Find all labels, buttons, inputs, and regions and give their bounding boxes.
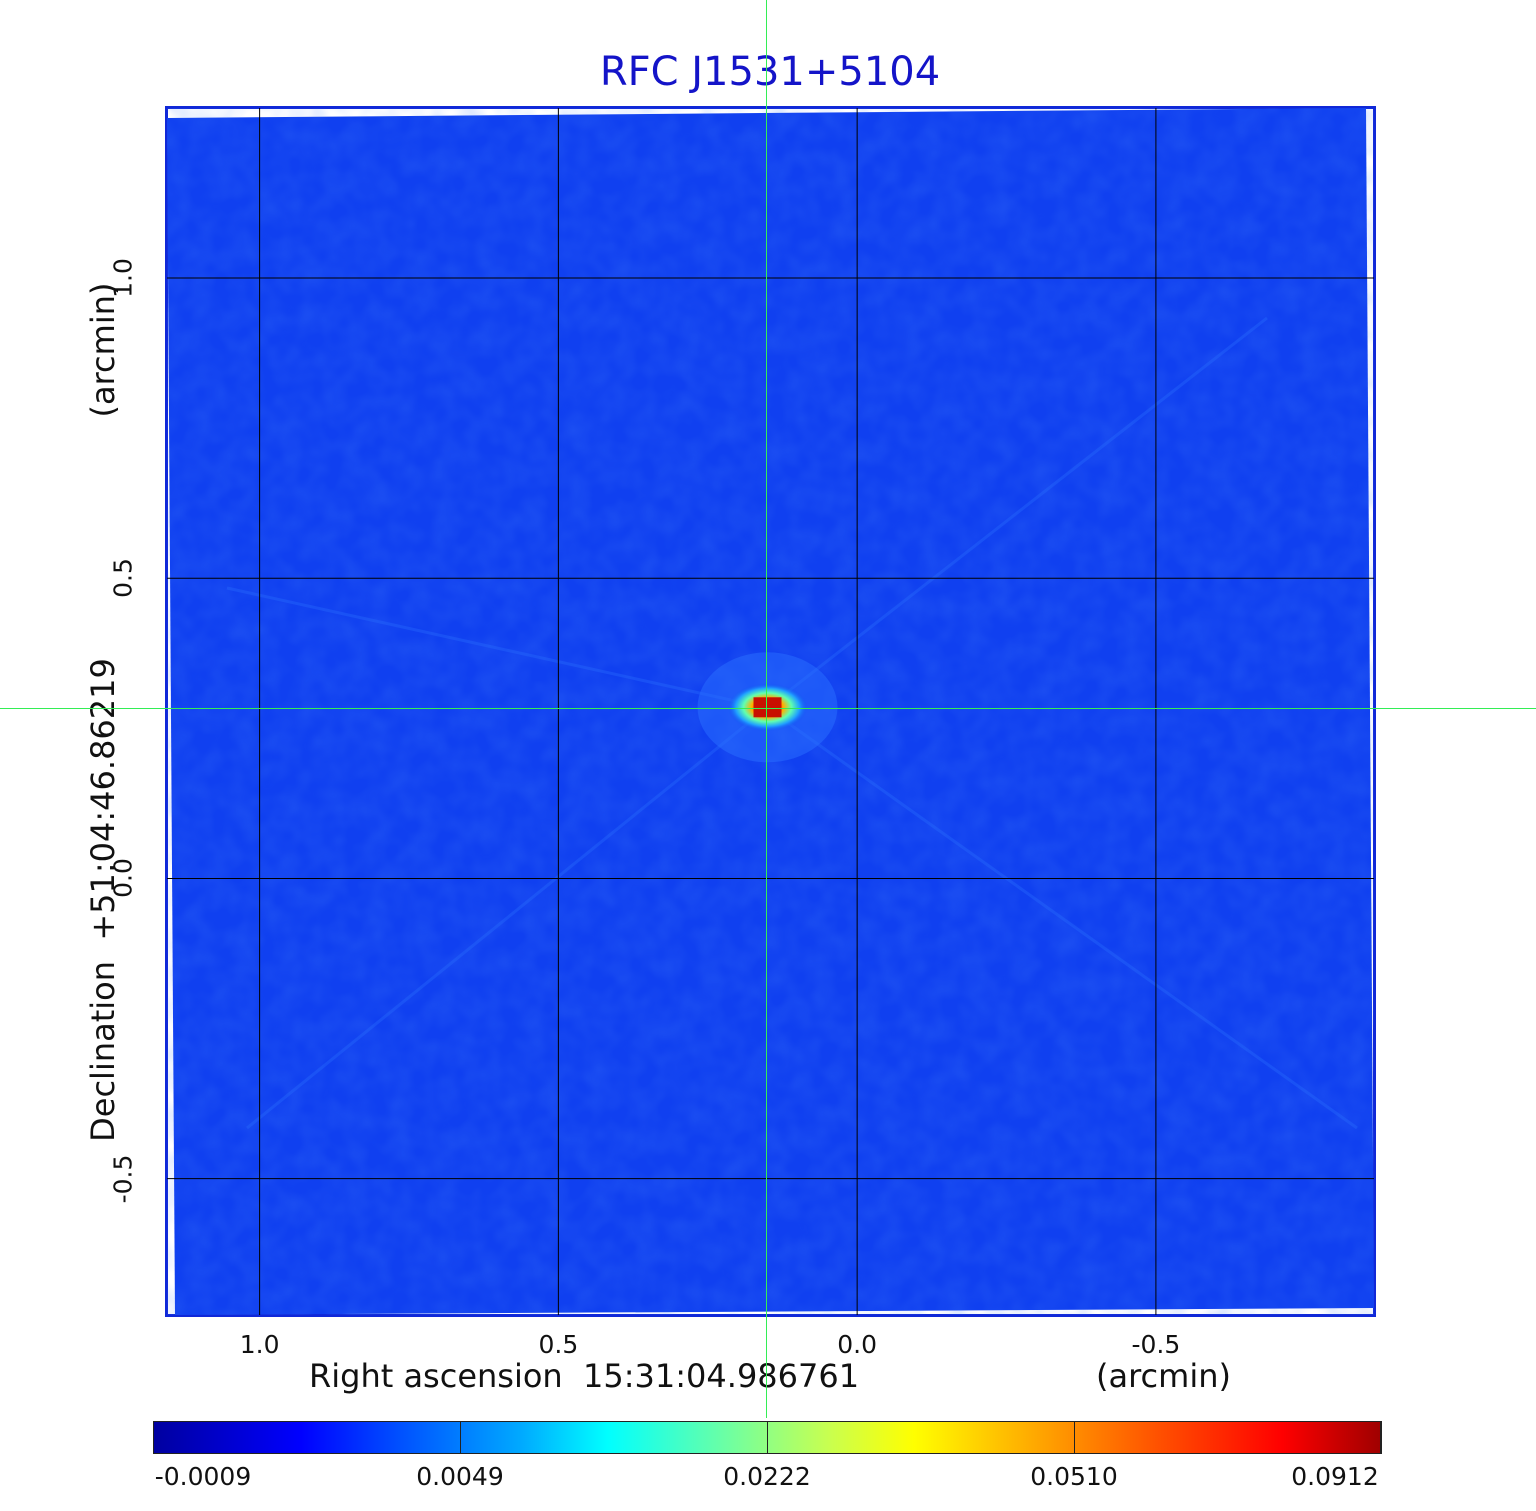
coordinate-grid	[167, 108, 1374, 1315]
colorbar-tick-label: 0.0049	[416, 1462, 504, 1491]
colorbar-tick	[1074, 1421, 1075, 1454]
y-axis-label: Declination +51:04:46.86219	[84, 658, 122, 1142]
y-tick-label: 0.5	[108, 558, 138, 599]
radio-map-image[interactable]	[167, 108, 1374, 1315]
sidelobe-streaks	[226, 316, 1358, 1130]
x-tick-label: -0.5	[1131, 1330, 1181, 1359]
x-tick-label: 0.5	[538, 1330, 579, 1359]
crosshair-vertical	[766, 0, 767, 1418]
colorbar-tick	[153, 1421, 154, 1454]
y-axis-unit: (arcmin)	[84, 282, 122, 418]
source-peak	[753, 697, 782, 718]
x-tick-label: 0.0	[837, 1330, 878, 1359]
y-tick-label: -0.5	[108, 1154, 138, 1204]
crosshair-horizontal	[0, 708, 1536, 709]
colorbar-tick	[767, 1421, 768, 1454]
x-axis-label: Right ascension 15:31:04.986761	[309, 1357, 860, 1395]
colorbar-tick-label: -0.0009	[154, 1462, 252, 1491]
colorbar-tick-label: 0.0222	[723, 1462, 811, 1491]
x-tick-label: 1.0	[239, 1330, 280, 1359]
colorbar-tick	[1381, 1421, 1382, 1454]
colorbar-tick-label: 0.0510	[1030, 1462, 1118, 1491]
image-title: RFC J1531+5104	[599, 49, 941, 95]
colorbar-tick	[460, 1421, 461, 1454]
colorbar-tick-label: 0.0912	[1291, 1462, 1379, 1491]
radio-source-blob	[697, 652, 838, 763]
x-axis-unit: (arcmin)	[1096, 1357, 1231, 1395]
